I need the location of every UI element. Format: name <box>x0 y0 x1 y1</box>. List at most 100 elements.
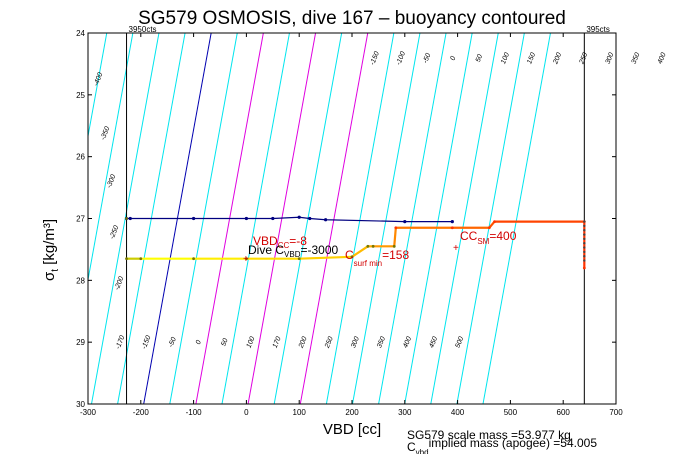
contour-label: -150 <box>141 335 153 351</box>
ref-line-label: 395cts <box>586 25 610 34</box>
climb-point <box>583 220 586 223</box>
contour-line <box>299 33 369 404</box>
contour-label: -50 <box>422 52 432 64</box>
contour-label: 400 <box>402 336 413 350</box>
climb-point <box>245 257 248 261</box>
climb-point <box>139 257 143 261</box>
x-tick-label: 0 <box>244 408 249 417</box>
reference-lines: 3950cts 395cts <box>126 25 610 404</box>
contour-line <box>456 33 525 404</box>
dive-tracks <box>124 215 586 270</box>
dive-point <box>403 219 407 224</box>
contour-label: 200 <box>298 336 309 350</box>
contour-line <box>404 33 473 404</box>
x-tick-label: -200 <box>133 408 150 417</box>
contour-label: -200 <box>114 276 126 292</box>
contour-label: 150 <box>526 52 537 66</box>
chart-title: SG579 OSMOSIS, dive 167 – buoyancy conto… <box>138 8 566 29</box>
contour-label: 300 <box>350 336 361 350</box>
axes: -300 -200 -100 0 100 200 300 400 500 600 700242526… <box>76 29 623 417</box>
x-tick-label: -300 <box>80 408 97 417</box>
cc-sm-annotation: CCSM=400 <box>460 229 517 246</box>
vbd-cc-annotation: VBDCC=-8 <box>253 234 307 250</box>
contour-line <box>430 33 499 404</box>
contour-line <box>378 33 447 404</box>
contour-line <box>0 33 55 404</box>
climb-segment <box>299 255 353 260</box>
contour-label: 250 <box>578 52 589 66</box>
contour-label: 350 <box>631 52 642 66</box>
ref-line-label: 3950cts <box>129 25 157 34</box>
climb-segment <box>351 245 369 258</box>
contour-label: 300 <box>605 52 616 66</box>
dive-point <box>192 216 196 221</box>
dive-point <box>297 215 301 219</box>
climb-point <box>583 242 586 245</box>
x-tick-label: 500 <box>504 408 518 417</box>
climb-point <box>583 237 586 241</box>
climb-point <box>583 259 586 262</box>
contour-label: -170 <box>115 335 127 351</box>
climb-point <box>493 220 496 223</box>
y-tick-label: 25 <box>76 91 85 100</box>
climb-point <box>582 266 586 270</box>
climb-point <box>583 250 586 254</box>
contour-line <box>88 33 108 139</box>
dive-point <box>324 218 328 222</box>
climb-point <box>450 226 454 230</box>
climb-point <box>583 246 586 249</box>
contour-label: 100 <box>500 52 511 66</box>
climb-point <box>125 217 128 220</box>
climb-point <box>350 255 354 259</box>
y-tick-label: 28 <box>76 276 85 285</box>
surf-min-annotation: Csurf min=158 <box>345 248 409 268</box>
svg-text:σt [kg/m³]: σt [kg/m³] <box>41 219 61 281</box>
contour-line <box>88 33 134 283</box>
contour-label: 170 <box>272 336 283 350</box>
contour-line <box>482 33 551 404</box>
contour-line <box>0 33 2 404</box>
contour-label: 100 <box>246 336 257 350</box>
x-axis-label: VBD [cc] <box>323 421 381 438</box>
x-tick-label: -100 <box>186 408 203 417</box>
climb-point <box>371 244 375 248</box>
y-tick-label: 30 <box>76 400 85 409</box>
climb-point <box>366 244 370 248</box>
y-tick-label: 29 <box>76 338 85 347</box>
x-tick-label: 700 <box>609 408 623 417</box>
climb-point <box>583 224 586 228</box>
dive-point <box>128 216 132 221</box>
contour-line <box>0 33 28 404</box>
contour-line <box>325 33 395 404</box>
contour-label: 500 <box>454 336 465 350</box>
dive-point <box>271 216 275 221</box>
climb-point <box>487 226 491 230</box>
dive-c-vbd-annotation: Dive CVBD=-3000 <box>248 243 338 259</box>
contour-label: 50 <box>220 337 229 347</box>
y-axis-label: σt [kg/m³] <box>41 219 61 281</box>
climb-point <box>297 257 301 261</box>
dive-point <box>308 216 312 221</box>
climb-point <box>583 233 586 236</box>
contour-line <box>352 33 421 404</box>
contour-label: 450 <box>428 336 439 350</box>
marker-plus: + <box>453 243 459 254</box>
scale-mass-note: SG579 scale mass =53.977 kg <box>407 428 571 442</box>
contour-label: -50 <box>168 336 178 348</box>
marker-plus: + <box>243 254 249 265</box>
y-tick-label: 24 <box>76 29 85 38</box>
dive-point <box>244 216 248 221</box>
contour-label: 200 <box>552 52 563 66</box>
contour-label: -350 <box>100 126 112 142</box>
annotations: VBDCC=-8 Dive CVBD=-3000 Csurf min=158 C… <box>243 229 517 268</box>
climb-point <box>392 244 396 248</box>
contour-label: -250 <box>109 225 121 241</box>
x-tick-label: 200 <box>345 408 359 417</box>
contour-label: 350 <box>376 336 387 350</box>
y-tick-label: 26 <box>76 153 85 162</box>
climb-point <box>394 226 398 230</box>
dive-track <box>126 216 453 223</box>
x-tick-label: 100 <box>293 408 307 417</box>
implied-mass-note: Cvbdimplied mass (apogee) =54.005 <box>407 436 597 454</box>
